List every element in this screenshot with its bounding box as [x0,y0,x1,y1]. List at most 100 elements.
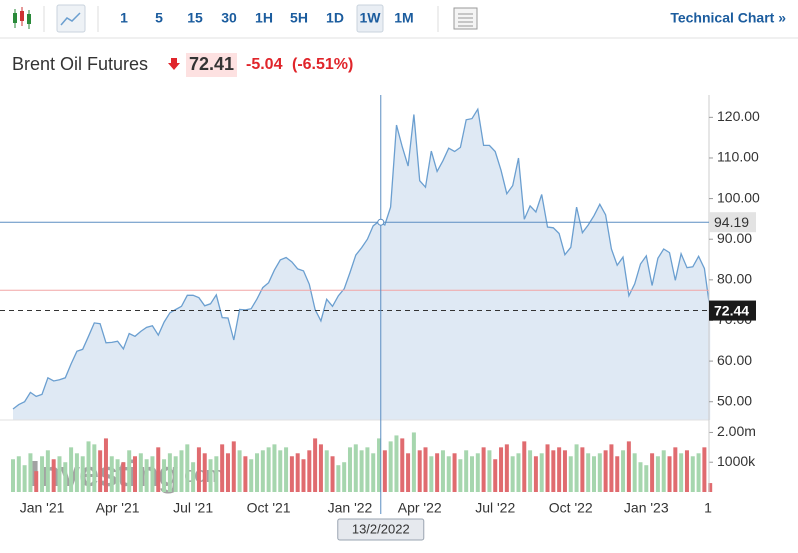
volume-bar [382,450,387,492]
volume-bar [353,444,358,492]
volume-bar [150,456,155,492]
down-arrow [168,58,180,70]
volume-bar [435,453,440,492]
volume-bar [144,459,149,492]
x-tick-label: Apr '21 [96,500,140,516]
volume-bar [214,456,219,492]
x-tick-label: Jul '21 [173,500,213,516]
volume-bar [86,441,91,492]
volume-bar [638,462,643,492]
candlestick-icon[interactable] [13,7,31,29]
volume-bar [69,447,74,492]
volume-bar [429,456,434,492]
volume-bar [313,438,318,492]
volume-bar [63,462,68,492]
volume-bar [377,438,382,492]
volume-bar [225,453,230,492]
volume-bar [365,447,370,492]
volume-bar [702,447,707,492]
volume-bar [34,471,39,492]
last-price-label: 72.44 [714,302,749,318]
volume-bar [667,456,672,492]
interval-button[interactable]: 1M [394,10,413,26]
price-change: -5.04 [246,56,283,73]
interval-button[interactable]: 5H [290,10,308,26]
y-tick-label: 80.00 [717,271,752,287]
volume-bar [179,450,184,492]
last-price-box [709,300,756,321]
volume-bar [440,450,445,492]
volume-bar [533,456,538,492]
volume-bar [16,456,21,492]
interval-button[interactable]: 1H [255,10,273,26]
volume-bar [121,462,126,492]
interval-button[interactable]: 1D [326,10,344,26]
crosshair-point [377,218,385,226]
volume-tick-label: 2.00m [717,423,756,439]
volume-bar [568,456,573,492]
y-tick-label: 120.00 [717,108,760,124]
y-tick-label: 60.00 [717,352,752,368]
volume-bar [539,453,544,492]
volume-bar [475,453,480,492]
volume-bar [446,456,451,492]
volume-bar [272,444,277,492]
volume-bar [615,456,620,492]
volume-bar [708,483,713,492]
volume-bar [621,450,626,492]
volume-bar [528,450,533,492]
volume-bar [22,465,27,492]
volume-bar [673,447,678,492]
volume-bar [406,453,411,492]
volume-bar [411,432,416,492]
volume-bar [127,450,132,492]
volume-bar [324,450,329,492]
x-edge-label: 1 [704,500,712,516]
volume-bar [57,456,62,492]
x-tick-label: Oct '22 [549,500,593,516]
interval-button[interactable]: 5 [155,10,163,26]
volume-bar [74,453,79,492]
interval-button[interactable]: 15 [187,10,203,26]
volume-bar [359,450,364,492]
volume-bar [103,438,108,492]
volume-bar [115,459,120,492]
volume-bar [644,465,649,492]
volume-bar [557,447,562,492]
volume-bar [295,453,300,492]
crosshair-date-label: 13/2/2022 [352,521,410,536]
volume-bar [162,459,167,492]
price-highlight [186,53,237,77]
volume-bar [98,450,103,492]
volume-bar [690,456,695,492]
volume-bar [603,450,608,492]
instrument-name: Brent Oil Futures [12,54,148,74]
volume-bar [51,459,56,492]
interval-button[interactable]: 30 [221,10,237,26]
chart: Investing.com1000k2.00m50.0060.0070.0080… [0,95,760,541]
price-area [13,109,711,420]
volume-bar [28,453,33,492]
last-price: 72.41 [189,54,234,74]
volume-bar [516,453,521,492]
x-tick-label: Apr '22 [398,500,442,516]
volume-bar [458,459,463,492]
area-chart-icon[interactable] [56,4,86,33]
interval-button[interactable]: 1 [120,10,128,26]
volume-bar [138,453,143,492]
volume-bar [185,444,190,492]
volume-bar [156,447,161,492]
volume-bar [237,450,242,492]
volume-bar [499,447,504,492]
volume-bar [510,456,515,492]
interval-button[interactable]: 1W [360,10,382,26]
crosshair-value-label: 94.19 [714,214,749,230]
volume-bar [191,462,196,492]
technical-chart-link[interactable]: Technical Chart » [670,10,786,26]
volume-bar [650,453,655,492]
volume-tick-label: 1000k [717,453,756,469]
volume-bar [592,456,596,492]
table-icon[interactable] [453,7,478,30]
